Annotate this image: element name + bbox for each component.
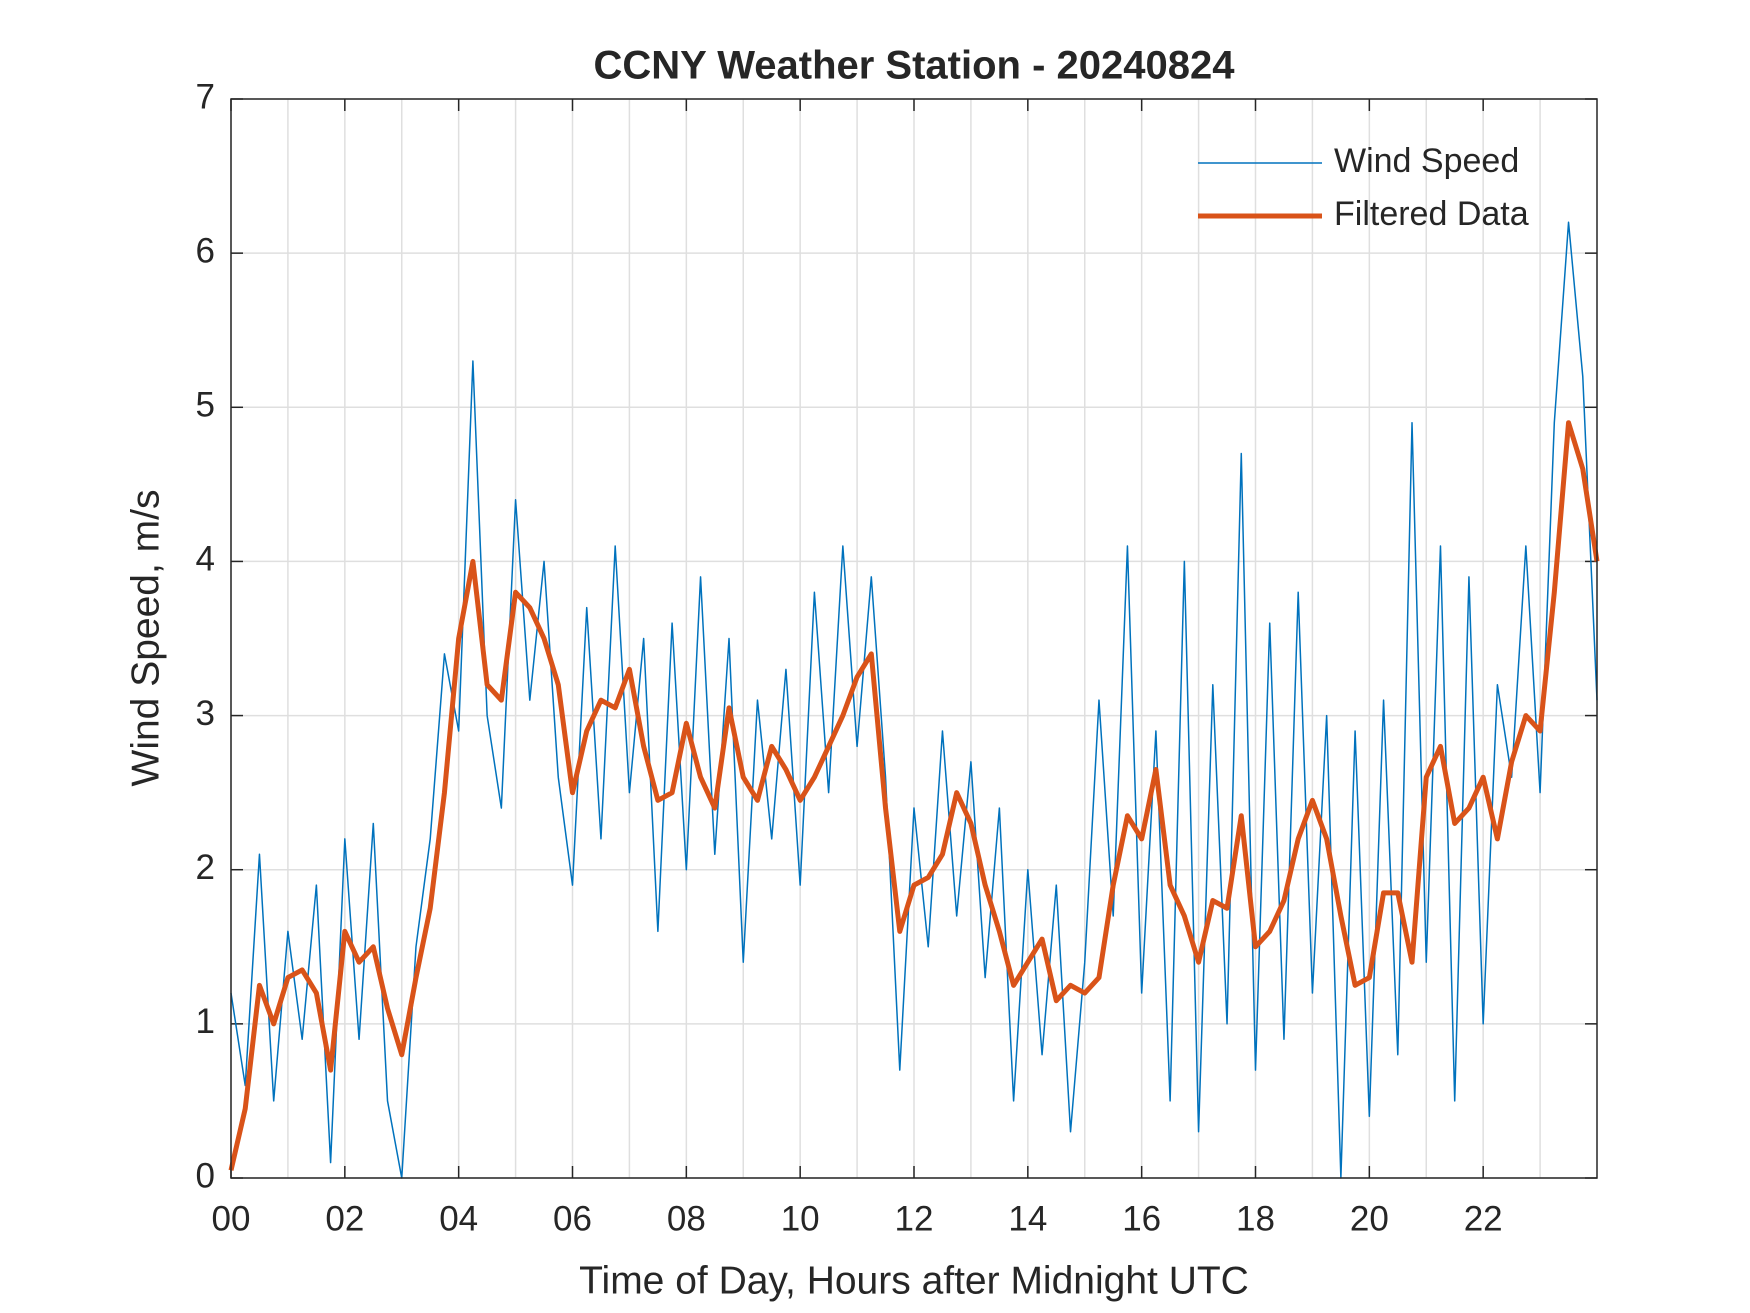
x-tick-label: 20 [1350, 1199, 1389, 1238]
y-tick-label: 6 [196, 231, 215, 270]
x-tick-label: 22 [1464, 1199, 1503, 1238]
y-axis-label: Wind Speed, m/s [124, 490, 167, 787]
legend-label: Wind Speed [1334, 142, 1519, 180]
chart-title: CCNY Weather Station - 20240824 [594, 44, 1236, 88]
data-line [230, 221, 1598, 1179]
x-tick-label: 14 [1008, 1199, 1047, 1238]
y-tick-label: 1 [196, 1002, 215, 1041]
x-tick-label: 10 [781, 1199, 820, 1238]
y-tick-label: 2 [196, 848, 215, 887]
y-tick-label: 3 [196, 694, 215, 733]
x-tick-label: 08 [667, 1199, 706, 1238]
x-tick-label: 04 [439, 1199, 478, 1238]
y-tick-label: 5 [196, 386, 215, 425]
y-tick-label: 7 [196, 77, 215, 116]
x-tick-label: 00 [212, 1199, 251, 1238]
y-tick-label: 0 [196, 1156, 215, 1195]
x-tick-label: 02 [325, 1199, 364, 1238]
x-tick-label: 16 [1122, 1199, 1161, 1238]
x-axis-label: Time of Day, Hours after Midnight UTC [579, 1259, 1249, 1302]
x-tick-label: 06 [553, 1199, 592, 1238]
data-line [228, 420, 1600, 1171]
x-tick-label: 12 [895, 1199, 934, 1238]
legend-label: Filtered Data [1334, 195, 1529, 233]
y-tick-label: 4 [196, 540, 215, 579]
plot-frame [230, 98, 1598, 1179]
x-tick-label: 18 [1236, 1199, 1275, 1238]
